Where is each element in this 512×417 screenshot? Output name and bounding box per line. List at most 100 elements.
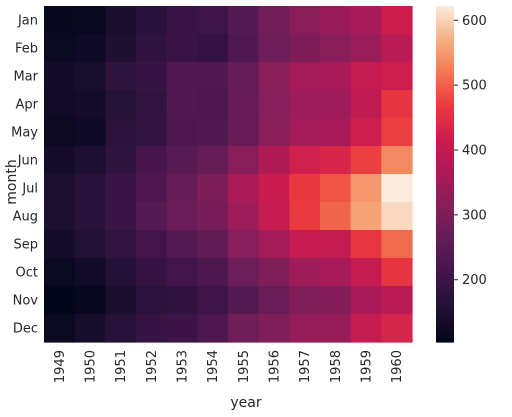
heatmap-cell-oct-1958 — [320, 258, 352, 287]
colorbar-segment — [436, 120, 454, 125]
colorbar-segment — [436, 6, 454, 10]
heatmap-cell-mar-1958 — [320, 62, 352, 91]
heatmap-cell-dec-1955 — [228, 314, 260, 343]
heatmap-cell-sep-1956 — [258, 230, 290, 259]
x-tick-label: 1953 — [176, 350, 191, 383]
colorbar-segment — [436, 319, 454, 323]
colorbar-segment — [436, 258, 454, 262]
heatmap-cell-apr-1960 — [381, 90, 413, 119]
heatmap-cell-jan-1949 — [44, 6, 76, 35]
heatmap-cell-mar-1954 — [197, 62, 229, 91]
heatmap-cell-nov-1949 — [44, 286, 76, 315]
heatmap-cell-jan-1955 — [228, 6, 260, 35]
heatmap-cell-nov-1950 — [74, 286, 106, 315]
heatmap-cell-may-1955 — [228, 118, 260, 147]
heatmap-cell-jan-1954 — [197, 6, 229, 35]
colorbar-segment — [436, 274, 454, 279]
heatmap-cell-jul-1954 — [197, 174, 229, 203]
x-tick-label: 1960 — [390, 350, 405, 383]
colorbar-segment — [436, 333, 454, 337]
colorbar-segment — [436, 50, 454, 55]
colorbar-segment — [436, 227, 454, 231]
heatmap-cell-aug-1954 — [197, 202, 229, 231]
x-tick-label: 1954 — [206, 350, 221, 383]
heatmap-cell-aug-1956 — [258, 202, 290, 231]
heatmap-cell-jan-1953 — [166, 6, 198, 35]
y-tick-label: May — [11, 126, 38, 141]
colorbar-segment — [436, 84, 454, 88]
colorbar-segment — [436, 95, 454, 99]
colorbar-segment — [436, 36, 454, 41]
colorbar-segment — [436, 286, 454, 290]
heatmap-cell-dec-1956 — [258, 314, 290, 343]
heatmap-cell-feb-1958 — [320, 34, 352, 63]
heatmap-cell-may-1960 — [381, 118, 413, 147]
heatmap-cell-oct-1960 — [381, 258, 413, 287]
colorbar-segment — [436, 115, 454, 119]
heatmap-cell-jan-1957 — [289, 6, 321, 35]
colorbar-segment — [436, 216, 454, 220]
colorbar-segment — [436, 339, 454, 343]
heatmap-cell-feb-1953 — [166, 34, 198, 63]
x-tick-label: 1950 — [84, 350, 99, 383]
colorbar-segment — [436, 221, 454, 225]
heatmap-cell-may-1953 — [166, 118, 198, 147]
x-tick-label: 1958 — [329, 350, 344, 383]
heatmap-cell-jun-1958 — [320, 146, 352, 175]
heatmap-cell-sep-1954 — [197, 230, 229, 259]
colorbar-segment — [436, 176, 454, 181]
heatmap-cell-oct-1959 — [350, 258, 382, 287]
heatmap-cell-jun-1957 — [289, 146, 321, 175]
heatmap-cell-jan-1952 — [136, 6, 168, 35]
heatmap-cell-dec-1950 — [74, 314, 106, 343]
heatmap-cell-jan-1956 — [258, 6, 290, 35]
heatmap-cell-jun-1959 — [350, 146, 382, 175]
y-tick-label: Jun — [17, 154, 38, 169]
y-tick-label: Apr — [16, 98, 39, 113]
heatmap-cell-apr-1956 — [258, 90, 290, 119]
heatmap-cell-nov-1951 — [105, 286, 137, 315]
y-tick-label: Jan — [17, 14, 38, 29]
heatmap-cell-jan-1950 — [74, 6, 106, 35]
heatmap-cell-dec-1958 — [320, 314, 352, 343]
colorbar-segment — [436, 118, 454, 122]
colorbar-segment — [436, 90, 454, 94]
colorbar-segment — [436, 98, 454, 102]
colorbar-segment — [436, 202, 454, 206]
heatmap-cell-apr-1949 — [44, 90, 76, 119]
y-tick-label: Oct — [16, 266, 38, 281]
heatmap-cell-jun-1956 — [258, 146, 290, 175]
heatmap-cell-mar-1951 — [105, 62, 137, 91]
colorbar-segment — [436, 179, 454, 183]
heatmap-cell-apr-1959 — [350, 90, 382, 119]
colorbar-segment — [436, 272, 454, 276]
heatmap-cell-oct-1953 — [166, 258, 198, 287]
heatmap-cell-may-1951 — [105, 118, 137, 147]
heatmap-cell-mar-1957 — [289, 62, 321, 91]
colorbar-segment — [436, 308, 454, 312]
heatmap-cell-oct-1949 — [44, 258, 76, 287]
x-axis-label: year — [230, 395, 261, 411]
x-tick-label: 1956 — [268, 350, 283, 383]
colorbar-segment — [436, 218, 454, 223]
colorbar-segment — [436, 22, 454, 27]
colorbar-segment — [436, 252, 454, 256]
heatmap-cell-mar-1959 — [350, 62, 382, 91]
colorbar-segment — [436, 336, 454, 340]
heatmap-cell-mar-1949 — [44, 62, 76, 91]
heatmap-cell-apr-1958 — [320, 90, 352, 119]
heatmap-cell-mar-1950 — [74, 62, 106, 91]
colorbar-segment — [436, 42, 454, 46]
heatmap-cell-dec-1949 — [44, 314, 76, 343]
colorbar-segment — [436, 45, 454, 49]
heatmap-cell-nov-1955 — [228, 286, 260, 315]
colorbar-segment — [436, 129, 454, 133]
heatmap-cell-jul-1957 — [289, 174, 321, 203]
colorbar-segment — [436, 230, 454, 234]
heatmap-cell-sep-1957 — [289, 230, 321, 259]
colorbar-segment — [436, 106, 454, 111]
heatmap-cell-jan-1958 — [320, 6, 352, 35]
heatmap-cell-sep-1949 — [44, 230, 76, 259]
heatmap-cell-mar-1952 — [136, 62, 168, 91]
heatmap-cell-jun-1951 — [105, 146, 137, 175]
